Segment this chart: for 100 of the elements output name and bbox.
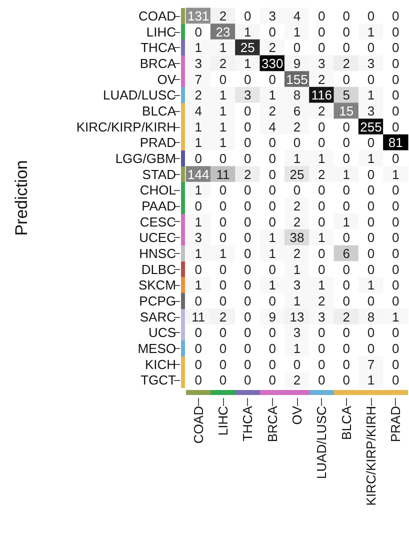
data-label: 3 bbox=[367, 103, 375, 118]
data-label: 0 bbox=[268, 24, 276, 40]
data-label: 0 bbox=[318, 40, 326, 56]
data-label: 1 bbox=[268, 246, 276, 261]
data-label: 5 bbox=[342, 88, 350, 103]
data-label: 1 bbox=[219, 135, 227, 150]
data-label: 0 bbox=[342, 325, 350, 340]
data-label: 0 bbox=[219, 198, 227, 214]
data-label: 0 bbox=[342, 262, 350, 277]
data-label: 0 bbox=[342, 278, 350, 293]
data-label: 3 bbox=[268, 8, 276, 24]
data-label: 1 bbox=[367, 88, 375, 103]
data-label: 0 bbox=[367, 246, 375, 261]
y-tick-label: LUAD/LUSC bbox=[103, 88, 176, 103]
data-label: 0 bbox=[318, 340, 326, 356]
data-label: 0 bbox=[268, 372, 276, 388]
data-label: 0 bbox=[268, 198, 276, 214]
data-label: 0 bbox=[194, 24, 202, 40]
data-label: 2 bbox=[219, 8, 227, 24]
data-label: 0 bbox=[194, 293, 202, 308]
data-label: 0 bbox=[194, 340, 202, 356]
data-label: 38 bbox=[290, 230, 304, 246]
data-label: 9 bbox=[293, 56, 301, 71]
data-label: 1 bbox=[194, 246, 202, 261]
data-label: 0 bbox=[342, 293, 350, 308]
data-label: 1 bbox=[293, 150, 301, 166]
y-tick-label: KICH bbox=[144, 356, 176, 372]
data-label: 0 bbox=[392, 198, 400, 214]
data-label: 0 bbox=[318, 325, 326, 340]
data-label: 1 bbox=[268, 88, 276, 103]
y-tick-label: CESC bbox=[140, 214, 176, 230]
data-label: 0 bbox=[194, 198, 202, 214]
data-label: 0 bbox=[392, 356, 400, 372]
data-label: 0 bbox=[219, 230, 227, 246]
data-label: 2 bbox=[219, 309, 227, 324]
data-label: 11 bbox=[192, 309, 206, 324]
data-label: 1 bbox=[219, 103, 227, 118]
data-label: 2 bbox=[318, 103, 326, 118]
data-label: 0 bbox=[194, 356, 202, 372]
data-label: 0 bbox=[342, 135, 350, 150]
data-label: 0 bbox=[244, 246, 252, 261]
data-label: 0 bbox=[392, 8, 400, 24]
data-label: 1 bbox=[194, 119, 202, 134]
data-label: 13 bbox=[290, 309, 304, 324]
y-tick-label: KIRC/KIRP/KIRH bbox=[76, 119, 176, 134]
data-label: 0 bbox=[219, 293, 227, 308]
data-label: 0 bbox=[392, 278, 400, 293]
x-tick-label: PRAD bbox=[388, 406, 404, 442]
data-label: 0 bbox=[392, 24, 400, 40]
x-tick-label: THCA bbox=[240, 406, 256, 442]
data-label: 0 bbox=[367, 166, 375, 182]
data-label: 4 bbox=[194, 103, 202, 118]
data-label: 0 bbox=[268, 214, 276, 230]
y-tick-label: LIHC bbox=[146, 24, 176, 40]
data-label: 0 bbox=[244, 325, 252, 340]
data-label: 7 bbox=[367, 356, 375, 372]
data-label: 1 bbox=[293, 24, 301, 40]
y-tick-label: HNSC bbox=[139, 246, 176, 261]
data-label: 1 bbox=[293, 262, 301, 277]
data-label: 0 bbox=[392, 72, 400, 87]
y-tick-label: DLBC bbox=[141, 262, 176, 277]
data-label: 0 bbox=[392, 88, 400, 103]
data-label: 2 bbox=[293, 198, 301, 214]
data-label: 6 bbox=[342, 246, 350, 261]
data-label: 2 bbox=[293, 246, 301, 261]
y-tick-label: PAAD bbox=[142, 198, 176, 214]
y-tick-label: CHOL bbox=[140, 182, 176, 198]
data-label: 2 bbox=[293, 214, 301, 230]
data-label: 1 bbox=[244, 24, 252, 40]
data-label: 0 bbox=[244, 150, 252, 166]
data-label: 0 bbox=[392, 150, 400, 166]
data-label: 0 bbox=[219, 356, 227, 372]
data-label: 1 bbox=[219, 88, 227, 103]
x-tick-label: BLCA bbox=[338, 406, 354, 440]
x-tick-label: LUAD/LUSC bbox=[314, 406, 330, 479]
y-tick-label: UCEC bbox=[139, 230, 176, 246]
data-label: 255 bbox=[360, 119, 382, 134]
data-label: 0 bbox=[367, 198, 375, 214]
data-label: 0 bbox=[244, 340, 252, 356]
data-label: 1 bbox=[219, 40, 227, 56]
data-label: 0 bbox=[392, 56, 400, 71]
data-label: 1 bbox=[244, 56, 252, 71]
data-label: 9 bbox=[268, 309, 276, 324]
data-label: 1 bbox=[367, 150, 375, 166]
data-label: 0 bbox=[244, 198, 252, 214]
data-label: 0 bbox=[268, 340, 276, 356]
data-label: 0 bbox=[342, 182, 350, 198]
data-label: 0 bbox=[392, 182, 400, 198]
data-label: 2 bbox=[219, 56, 227, 71]
data-label: 0 bbox=[392, 214, 400, 230]
data-label: 2 bbox=[318, 72, 326, 87]
data-label: 0 bbox=[244, 309, 252, 324]
x-tick-label: KIRC/KIRP/KIRH bbox=[364, 406, 378, 506]
data-label: 2 bbox=[293, 119, 301, 134]
data-label: 3 bbox=[194, 230, 202, 246]
data-label: 0 bbox=[219, 182, 227, 198]
data-label: 1 bbox=[194, 135, 202, 150]
y-tick-label: OV bbox=[157, 72, 176, 87]
data-label: 25 bbox=[240, 40, 255, 56]
data-label: 8 bbox=[367, 309, 375, 324]
